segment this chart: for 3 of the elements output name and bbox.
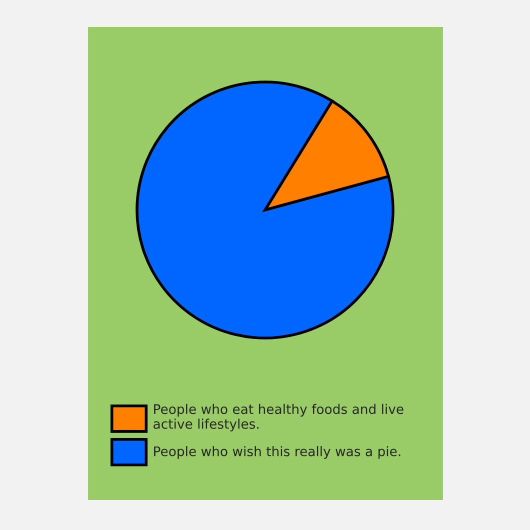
pie-slice (136, 80, 394, 340)
legend-label: People who wish this really was a pie. (154, 446, 400, 459)
legend-label: People who eat healthy foods and live active lifestyles. (154, 404, 404, 432)
